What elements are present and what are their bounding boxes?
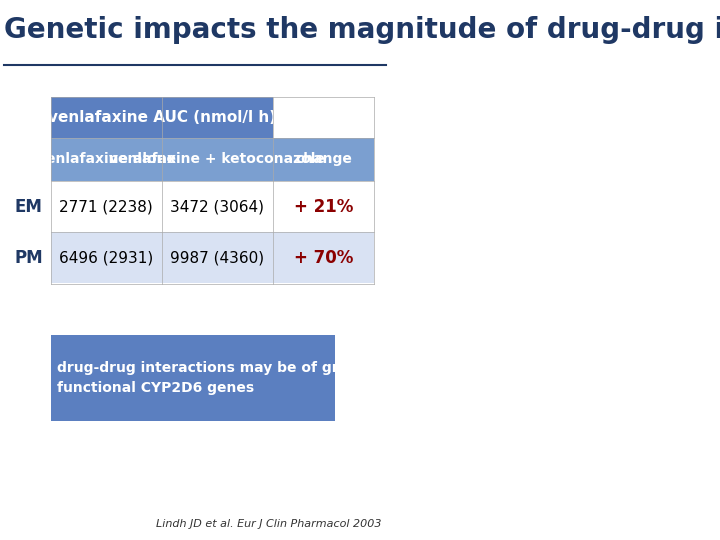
Text: venlafaxine AUC (nmol/l h): venlafaxine AUC (nmol/l h) [48,110,276,125]
FancyBboxPatch shape [50,97,273,138]
Text: change: change [295,152,352,166]
Text: 9987 (4360): 9987 (4360) [170,251,264,265]
Text: venlafaxine alone: venlafaxine alone [37,152,176,166]
FancyBboxPatch shape [50,138,162,181]
FancyBboxPatch shape [50,335,335,421]
Text: Genetic impacts the magnitude of drug-drug interaction: Genetic impacts the magnitude of drug-dr… [4,16,720,44]
Text: EM: EM [15,198,43,215]
FancyBboxPatch shape [273,138,374,181]
FancyBboxPatch shape [50,181,374,232]
Text: 2771 (2238): 2771 (2238) [59,199,153,214]
FancyBboxPatch shape [162,138,273,181]
Text: + 21%: + 21% [294,198,353,215]
Text: Lindh JD et al. Eur J Clin Pharmacol 2003: Lindh JD et al. Eur J Clin Pharmacol 200… [156,519,382,529]
Text: PM: PM [14,249,43,267]
Text: drug-drug interactions may be of greater magnitude in individuals lacking
functi: drug-drug interactions may be of greater… [56,361,639,395]
Text: 3472 (3064): 3472 (3064) [170,199,264,214]
Text: 6496 (2931): 6496 (2931) [59,251,153,265]
Text: venlafaxine + ketoconazole: venlafaxine + ketoconazole [109,152,325,166]
Text: + 70%: + 70% [294,249,353,267]
FancyBboxPatch shape [50,232,374,284]
